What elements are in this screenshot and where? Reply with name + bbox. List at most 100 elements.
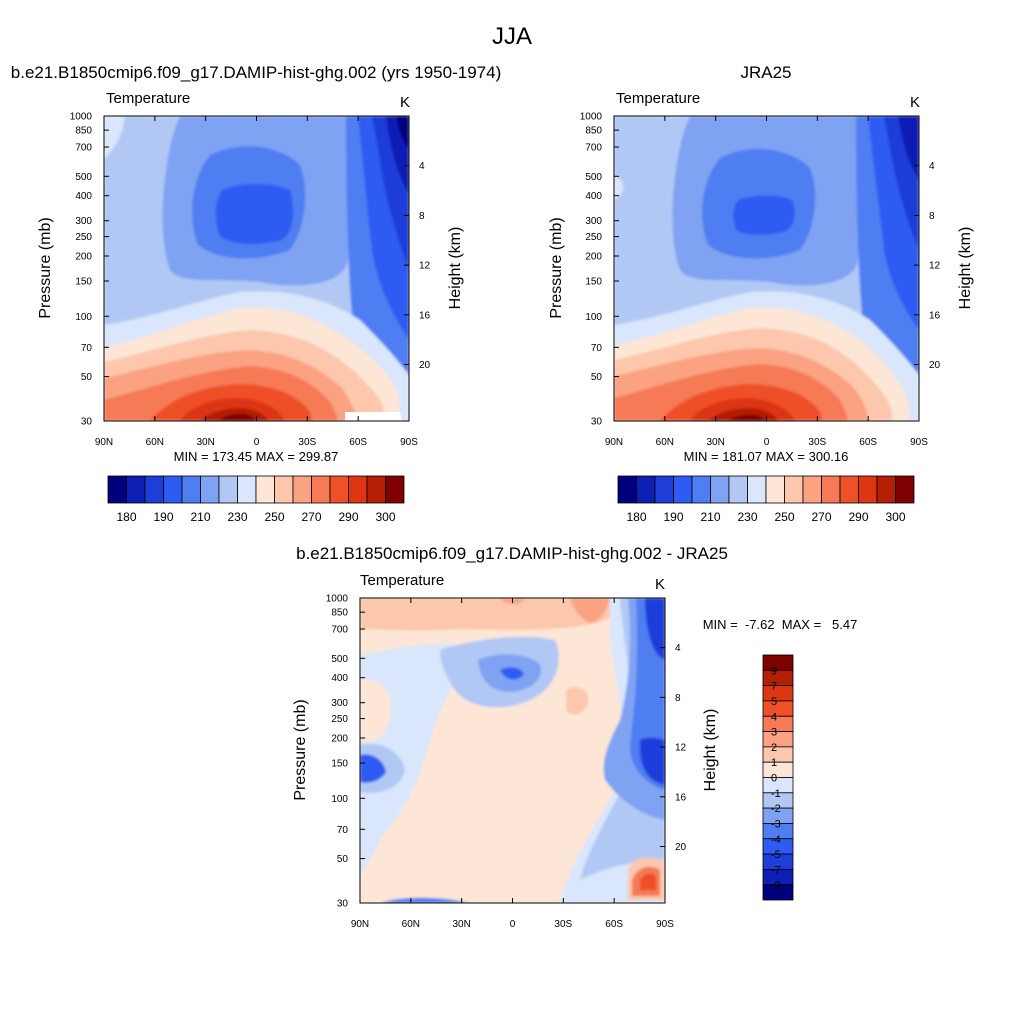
colorbar-swatch	[802, 475, 822, 504]
x-tick-label: 30S	[298, 437, 316, 448]
field-band	[645, 598, 665, 660]
panel-obs-variable: Temperature	[616, 90, 700, 107]
colorbar-label: 5	[771, 696, 777, 708]
y2-tick-label: 16	[675, 792, 687, 803]
field-band	[380, 897, 470, 903]
colorbar-label: 270	[301, 510, 321, 524]
field-band	[733, 195, 795, 235]
y-tick-label: 500	[585, 172, 602, 183]
colorbar-swatch	[728, 475, 748, 504]
colorbar-label: 230	[227, 510, 247, 524]
figure-title: JJA	[492, 23, 532, 50]
y-tick-label: 150	[585, 277, 602, 288]
y2-tick-label: 8	[419, 211, 425, 222]
colorbar-swatch	[710, 475, 730, 504]
field-band	[898, 116, 919, 180]
y2-tick-label: 20	[675, 842, 687, 853]
y-tick-label: 70	[337, 825, 349, 836]
panel-obs-minmax: MIN = 181.07 MAX = 300.16	[684, 449, 849, 464]
colorbar-swatch	[385, 475, 405, 504]
colorbar-swatch	[636, 475, 656, 504]
panel-model-title: b.e21.B1850cmip6.f09_g17.DAMIP-hist-ghg.…	[11, 63, 501, 82]
x-tick-label: 90N	[351, 919, 369, 930]
y-tick-label: 70	[81, 343, 93, 354]
x-tick-label: 60N	[656, 437, 674, 448]
x-tick-label: 90S	[656, 919, 674, 930]
field-band	[215, 184, 294, 245]
y2-tick-label: 16	[419, 310, 431, 321]
y-tick-label: 400	[75, 191, 92, 202]
colorbar-label: 9	[771, 665, 777, 677]
x-tick-label: 30S	[554, 919, 572, 930]
colorbar-swatch	[654, 475, 674, 504]
colorbar-swatch	[765, 475, 785, 504]
x-tick-label: 30N	[196, 437, 214, 448]
colorbar-label: -1	[771, 788, 781, 800]
y-tick-label: 300	[585, 216, 602, 227]
colorbar-label: -2	[771, 803, 781, 815]
colorbar-label: -3	[771, 818, 781, 830]
field-band	[640, 873, 656, 890]
colorbar-label: 290	[338, 510, 358, 524]
colorbar-label: 180	[626, 510, 646, 524]
y-tick-label: 50	[81, 372, 93, 383]
y2-tick-label: 4	[419, 161, 425, 172]
panel-diff-minmax: MIN = -7.62 MAX = 5.47	[703, 617, 858, 632]
colorbar-swatch	[311, 475, 331, 504]
panel-model-colorbar: 180 190 210 230 250 270 290 300	[107, 475, 405, 524]
colorbar-swatch	[200, 475, 220, 504]
panel-diff-colorbar: 9 7 5 4 3 2 1 0 -1 -2 -3 -4 -5 -7 -9	[762, 654, 794, 901]
colorbar-label: 1	[771, 757, 777, 769]
colorbar-swatch	[617, 475, 637, 504]
panel-obs-y2label: Height (km)	[957, 227, 974, 310]
colorbar-label: -7	[771, 864, 781, 876]
panel-model-y2label: Height (km)	[447, 227, 464, 310]
y-tick-label: 250	[585, 232, 602, 243]
y-tick-label: 50	[591, 372, 603, 383]
colorbar-swatch	[762, 700, 794, 717]
colorbar-label: -5	[771, 849, 781, 861]
panel-diff-field	[360, 598, 665, 903]
colorbar-label: 300	[885, 510, 905, 524]
y-tick-label: 250	[331, 714, 348, 725]
field-band	[396, 116, 409, 150]
y-tick-label: 70	[591, 343, 603, 354]
field-band	[566, 687, 589, 715]
panel-model-minmax: MIN = 173.45 MAX = 299.87	[174, 449, 339, 464]
panel-diff-units: K	[655, 576, 665, 593]
y2-tick-label: 4	[675, 643, 681, 654]
y-tick-label: 30	[591, 417, 603, 428]
colorbar-label: 210	[700, 510, 720, 524]
colorbar-label: 290	[848, 510, 868, 524]
panel-diff-variable: Temperature	[360, 572, 444, 589]
field-band	[360, 754, 386, 783]
field-band	[639, 737, 665, 785]
x-tick-label: 0	[764, 437, 770, 448]
y-tick-label: 100	[331, 794, 348, 805]
y-tick-label: 150	[331, 759, 348, 770]
colorbar-label: 250	[264, 510, 284, 524]
colorbar-swatch	[107, 475, 127, 504]
y-tick-label: 1000	[580, 112, 603, 123]
colorbar-swatch	[366, 475, 386, 504]
y-tick-label: 500	[75, 172, 92, 183]
colorbar-swatch	[126, 475, 146, 504]
y2-tick-label: 20	[419, 360, 431, 371]
colorbar-swatch	[144, 475, 164, 504]
colorbar-swatch	[762, 669, 794, 687]
panel-obs: JRA25 Temperature K	[548, 63, 974, 524]
y-tick-label: 400	[331, 673, 348, 684]
y-tick-label: 300	[75, 216, 92, 227]
colorbar-swatch	[762, 761, 794, 778]
x-tick-label: 30N	[452, 919, 470, 930]
colorbar-swatch	[255, 475, 275, 504]
colorbar-swatch	[762, 654, 794, 671]
panel-model-field	[104, 116, 409, 421]
panel-diff-y2label: Height (km)	[702, 709, 719, 792]
colorbar-swatch	[673, 475, 693, 504]
y-tick-label: 200	[585, 251, 602, 262]
y2-tick-label: 12	[419, 261, 431, 272]
x-tick-label: 90N	[605, 437, 623, 448]
y-tick-label: 150	[75, 277, 92, 288]
